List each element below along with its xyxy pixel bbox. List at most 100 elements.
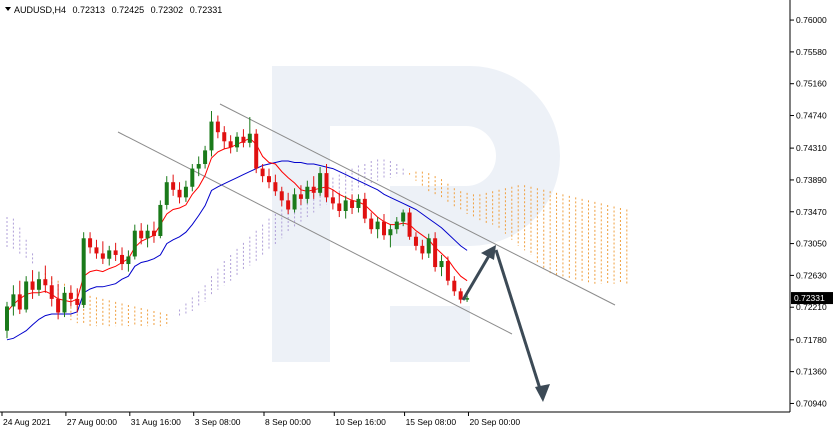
header-close: 0.72331 <box>190 5 223 15</box>
candle <box>273 174 278 196</box>
x-tick-label: 20 Sep 00:00 <box>469 417 520 427</box>
candle <box>36 271 41 296</box>
candle <box>209 110 214 157</box>
candle <box>113 242 118 262</box>
header-open: 0.72313 <box>73 5 106 15</box>
candle <box>356 194 361 213</box>
candle <box>279 186 284 207</box>
candle <box>337 192 342 218</box>
header-symbol: AUDUSD,H4 <box>14 5 66 15</box>
candle <box>298 185 303 205</box>
y-tick-label: 0.75160 <box>796 79 827 89</box>
channel-lines <box>117 103 616 335</box>
y-tick-label: 0.76000 <box>796 15 827 25</box>
x-tick-label: 15 Sep 08:00 <box>406 417 457 427</box>
header-low: 0.72302 <box>151 5 184 15</box>
candle <box>215 115 220 139</box>
candle <box>5 301 9 339</box>
candle <box>196 156 201 177</box>
candlesticks <box>5 110 470 339</box>
x-tick-label: 10 Sep 16:00 <box>335 417 386 427</box>
forecast-arrow-up <box>461 245 496 301</box>
candle <box>458 288 463 304</box>
candle <box>24 276 29 313</box>
candle <box>260 164 265 183</box>
candle <box>222 126 227 149</box>
y-tick-label: 0.74740 <box>796 111 827 121</box>
watermark-logo <box>272 66 560 362</box>
candle <box>420 239 425 260</box>
candle <box>43 265 48 293</box>
candle <box>292 188 297 213</box>
candle <box>183 180 188 202</box>
last-price-marker <box>791 292 833 305</box>
candle <box>452 276 457 296</box>
candle <box>235 132 240 152</box>
candle <box>120 247 125 271</box>
candle <box>413 232 418 251</box>
candle <box>132 224 137 260</box>
x-tick-label: 24 Aug 2021 <box>3 417 51 427</box>
candle <box>75 288 80 313</box>
candle <box>228 135 233 154</box>
candle <box>369 212 374 234</box>
candle <box>203 145 208 169</box>
candle <box>126 250 131 272</box>
x-tick-label: 27 Aug 00:00 <box>67 417 117 427</box>
y-tick-label: 0.74310 <box>796 143 827 153</box>
candle <box>318 167 323 196</box>
candle <box>81 232 86 308</box>
candle <box>439 254 444 277</box>
candle <box>145 224 150 248</box>
candle <box>375 217 380 239</box>
candle <box>266 168 271 189</box>
candle <box>445 256 450 286</box>
y-tick-label: 0.72630 <box>796 270 827 280</box>
candle <box>330 189 335 210</box>
y-tick-label: 0.73050 <box>796 239 827 249</box>
candle <box>107 245 112 266</box>
y-tick-label: 0.71360 <box>796 367 827 377</box>
y-tick-label: 0.72210 <box>796 302 827 312</box>
candle <box>343 195 348 219</box>
candle <box>362 192 367 224</box>
candle <box>426 233 431 258</box>
price-axis: 0.76000 0.75580 0.75160 0.74740 0.74310 0.738… <box>789 0 833 412</box>
x-tick-label: 3 Sep 08:00 <box>195 417 241 427</box>
candle <box>177 182 182 204</box>
candle <box>11 285 16 316</box>
symbol-dropdown-icon[interactable] <box>5 7 11 11</box>
candle <box>388 224 393 248</box>
forecast-arrows <box>461 245 550 402</box>
last-price-label: 0.72331 <box>794 293 825 303</box>
y-tick-label: 0.73470 <box>796 207 827 217</box>
forecast-arrow-down <box>494 249 550 402</box>
candle <box>286 192 291 215</box>
channel-lower-line <box>117 131 513 335</box>
candle <box>311 176 316 199</box>
candle <box>88 232 93 254</box>
candle <box>68 285 73 307</box>
candle <box>56 283 61 320</box>
candle <box>407 207 412 240</box>
candle <box>100 241 105 265</box>
candle <box>305 180 310 204</box>
y-tick-label: 0.75580 <box>796 47 827 57</box>
candle <box>171 174 176 196</box>
candle <box>164 176 169 210</box>
header-high: 0.72425 <box>112 5 145 15</box>
x-tick-label: 31 Aug 16:00 <box>131 417 181 427</box>
candle <box>350 194 355 215</box>
candle <box>62 286 67 318</box>
candle <box>30 270 35 299</box>
y-tick-label: 0.70940 <box>796 398 827 408</box>
candle <box>394 217 399 234</box>
candle <box>190 164 195 192</box>
candle <box>324 164 329 202</box>
candle <box>17 280 22 315</box>
candle <box>254 129 259 174</box>
candle <box>247 117 252 148</box>
candle <box>433 232 438 272</box>
y-tick-label: 0.73890 <box>796 175 827 185</box>
